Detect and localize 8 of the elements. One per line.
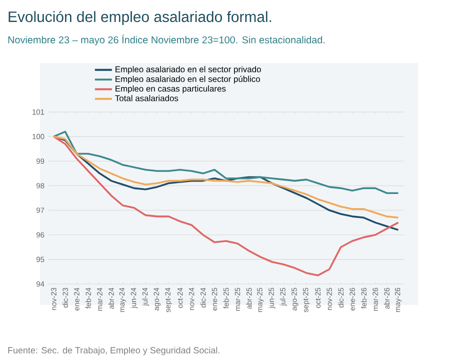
chart-subtitle: Noviembre 23 – mayo 26 Índice Noviembre 23=100. Sin estacionalidad. xyxy=(8,34,325,46)
line-series xyxy=(52,136,400,276)
chart-title: Evolución del empleo asalariado formal. xyxy=(8,10,272,26)
legend-label: Empleo asalariado en el sector público xyxy=(116,76,260,84)
legend-label: Total asalariados xyxy=(115,95,178,102)
legend-label: Empleo en casas particulares xyxy=(116,85,226,94)
source-note: Fuente: Sec. de Trabajo, Empleo y Seguridad Social. xyxy=(8,346,220,356)
legend-label: Empleo asalariado en el sector privado xyxy=(116,66,261,74)
